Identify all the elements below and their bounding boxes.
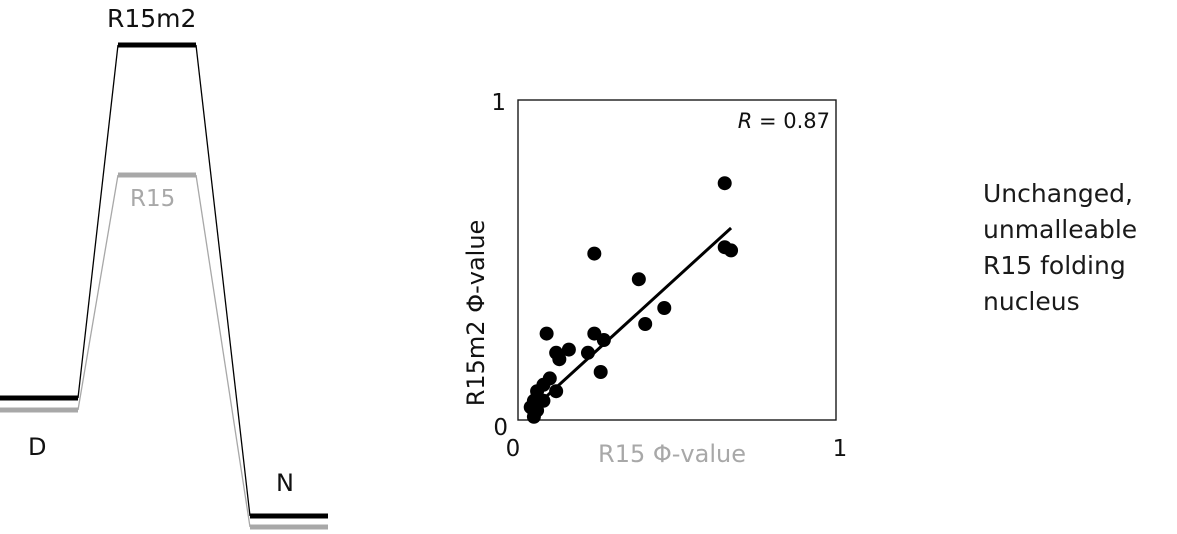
conclusion-text: Unchanged, unmalleable R15 folding nucle… [983, 176, 1177, 320]
r15m2-state-label: R15m2 [107, 4, 197, 33]
data-point-8 [539, 326, 554, 341]
data-point-6 [657, 301, 672, 315]
x-tick-label-0: 0 [506, 436, 521, 462]
r15-energy-profile [0, 172, 328, 530]
conclusion-line-3: R15 folding [983, 251, 1126, 280]
conclusion-line-4: nucleus [983, 287, 1080, 316]
data-point-13 [552, 352, 567, 367]
phi-value-scatter-plot: R15m2 Φ-value R15 Φ-value 0 1 0 1 R = 0.… [462, 90, 848, 468]
plot-frame [517, 99, 837, 421]
data-point-15 [593, 365, 608, 379]
fit-line [526, 226, 733, 415]
data-point-1 [717, 176, 732, 191]
r15m2-fall-line [195, 44, 251, 517]
conclusion-line-2: unmalleable [983, 215, 1138, 244]
r15-fall-line [195, 174, 251, 528]
r15-rise-line [77, 174, 119, 411]
data-point-11 [561, 342, 576, 357]
r15m2-rise-line [77, 44, 119, 399]
y-axis-label: R15m2 Φ-value [462, 220, 490, 407]
correlation-symbol: R [738, 109, 753, 133]
data-point-7 [638, 317, 653, 331]
data-point-10 [596, 333, 611, 347]
data-point-4 [587, 246, 602, 261]
data-point-5 [631, 272, 646, 287]
x-tick-label-1: 1 [833, 436, 848, 462]
data-point-14 [580, 345, 595, 360]
data-point-3 [724, 243, 739, 258]
plot-area [517, 99, 837, 424]
data-point-19 [549, 384, 564, 399]
r15-state-label: R15 [130, 186, 176, 212]
denatured-state-label: D [28, 433, 47, 461]
correlation-value: = 0.87 [752, 109, 830, 133]
energy-landscape-diagram [0, 42, 328, 530]
y-tick-label-0: 0 [493, 415, 508, 441]
y-tick-label-1: 1 [491, 90, 506, 116]
native-state-label: N [276, 469, 294, 497]
data-point-24 [526, 409, 541, 424]
conclusion-line-1: Unchanged, [983, 179, 1133, 208]
correlation-annotation: R = 0.87 [738, 109, 830, 133]
r15m2-energy-profile [0, 42, 328, 519]
x-axis-label: R15 Φ-value [598, 440, 746, 468]
